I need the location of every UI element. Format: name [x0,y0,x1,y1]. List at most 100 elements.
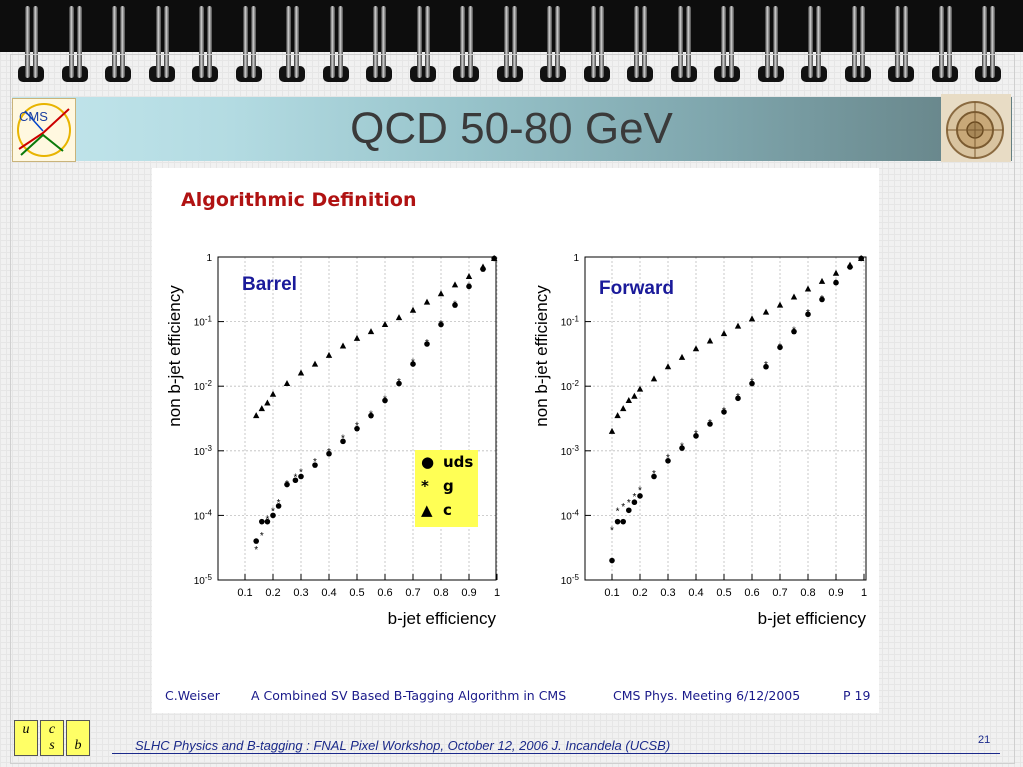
data-point-g: * [411,358,415,369]
data-point-c [283,380,291,387]
data-point-uds [721,409,727,415]
data-point-g: * [285,479,289,490]
x-tick-label: 0.1 [237,587,252,599]
data-point-g: * [277,498,281,509]
data-point-c [846,261,854,268]
binding-ring [366,6,392,88]
y-tick-label: 10-1 [561,315,580,329]
x-tick-label: 0.9 [828,587,843,599]
data-point-uds [637,493,643,499]
data-point-uds [833,279,839,286]
x-tick-label: 0.9 [461,587,476,599]
legend-box: ● uds * g ▲ c [415,450,478,527]
title-bar [12,97,1012,161]
data-point-c [614,412,621,419]
data-point-uds [665,458,671,464]
data-point-g: * [355,421,359,432]
data-point-g: * [778,342,782,353]
data-point-c [264,399,271,406]
data-point-uds [298,473,304,480]
data-point-c [437,290,445,297]
slide-title: QCD 50-80 GeV [350,104,673,153]
data-point-c [269,390,277,397]
binding-ring [931,6,958,88]
data-point-uds [466,283,472,290]
data-point-c [381,321,389,328]
footer-talk: A Combined SV Based B-Tagging Algorithm … [251,688,567,703]
binding-ring [975,6,1001,88]
data-point-c [678,353,686,360]
data-point-uds [679,445,685,451]
data-point-c [664,363,672,370]
y-axis-label: non b-jet efficiency [532,285,551,427]
x-tick-label: 0.1 [604,587,619,599]
x-axis-label: b-jet efficiency [388,609,497,628]
data-point-g: * [265,514,269,525]
y-axis-label: non b-jet efficiency [165,285,184,427]
data-point-c [353,334,361,341]
data-point-c [692,345,700,352]
data-point-g: * [806,308,810,319]
data-point-uds [424,341,430,347]
x-tick-label: 0.5 [349,587,364,599]
data-point-g: * [610,526,614,537]
data-point-g: * [254,545,258,556]
data-point-g: * [467,282,471,293]
x-tick-label: 0.3 [293,587,308,599]
x-tick-label: 1 [861,587,867,599]
cms-logo-text: CMS [19,109,48,124]
x-axis-label: b-jet efficiency [758,609,867,628]
data-point-c [253,412,260,419]
data-point-uds [312,462,318,468]
data-point-uds [292,477,299,484]
data-point-uds [264,518,271,525]
data-point-g: * [792,326,796,337]
data-point-c [636,385,644,392]
data-point-c [804,285,812,292]
binding-ring [888,6,914,88]
data-point-uds [777,344,783,351]
data-point-c [491,254,498,261]
data-point-g: * [293,473,297,484]
data-point-c [367,328,375,335]
data-point-c [720,330,728,337]
data-point-c [734,322,742,329]
data-point-g: * [616,506,620,517]
y-tick-label: 10-1 [194,315,213,329]
binding-ring [322,6,349,88]
binding-ring [627,6,653,88]
data-point-uds [452,302,458,308]
binding-ring [279,6,305,88]
binding-ring [540,6,566,88]
data-point-c [631,392,638,399]
data-point-g: * [680,442,684,453]
y-tick-label: 10-4 [194,508,213,522]
data-point-uds [396,380,402,387]
data-point-c [409,306,417,313]
binding-ring [453,6,479,88]
legend-entry-uds: ● uds [421,453,474,471]
data-point-uds [631,499,638,506]
y-tick-label: 1 [573,253,579,264]
data-point-g: * [627,498,631,509]
data-point-g: * [694,429,698,440]
cms-logo: CMS [12,98,76,162]
data-point-uds [735,395,741,402]
data-point-uds [609,557,615,564]
data-point-uds [791,328,797,335]
x-tick-label: 0.7 [405,587,420,599]
data-point-c [620,405,627,412]
y-tick-label: 10-2 [194,379,213,393]
binding-ring [844,6,871,88]
data-point-g: * [313,457,317,468]
data-point-c [479,263,487,270]
y-tick-label: 10-4 [561,508,580,522]
data-point-uds [805,311,811,318]
data-point-uds [438,321,444,328]
y-tick-label: 10-3 [561,444,580,458]
data-point-g: * [708,418,712,429]
data-point-c [258,405,265,412]
data-point-g: * [834,278,838,289]
data-point-uds [326,450,332,457]
